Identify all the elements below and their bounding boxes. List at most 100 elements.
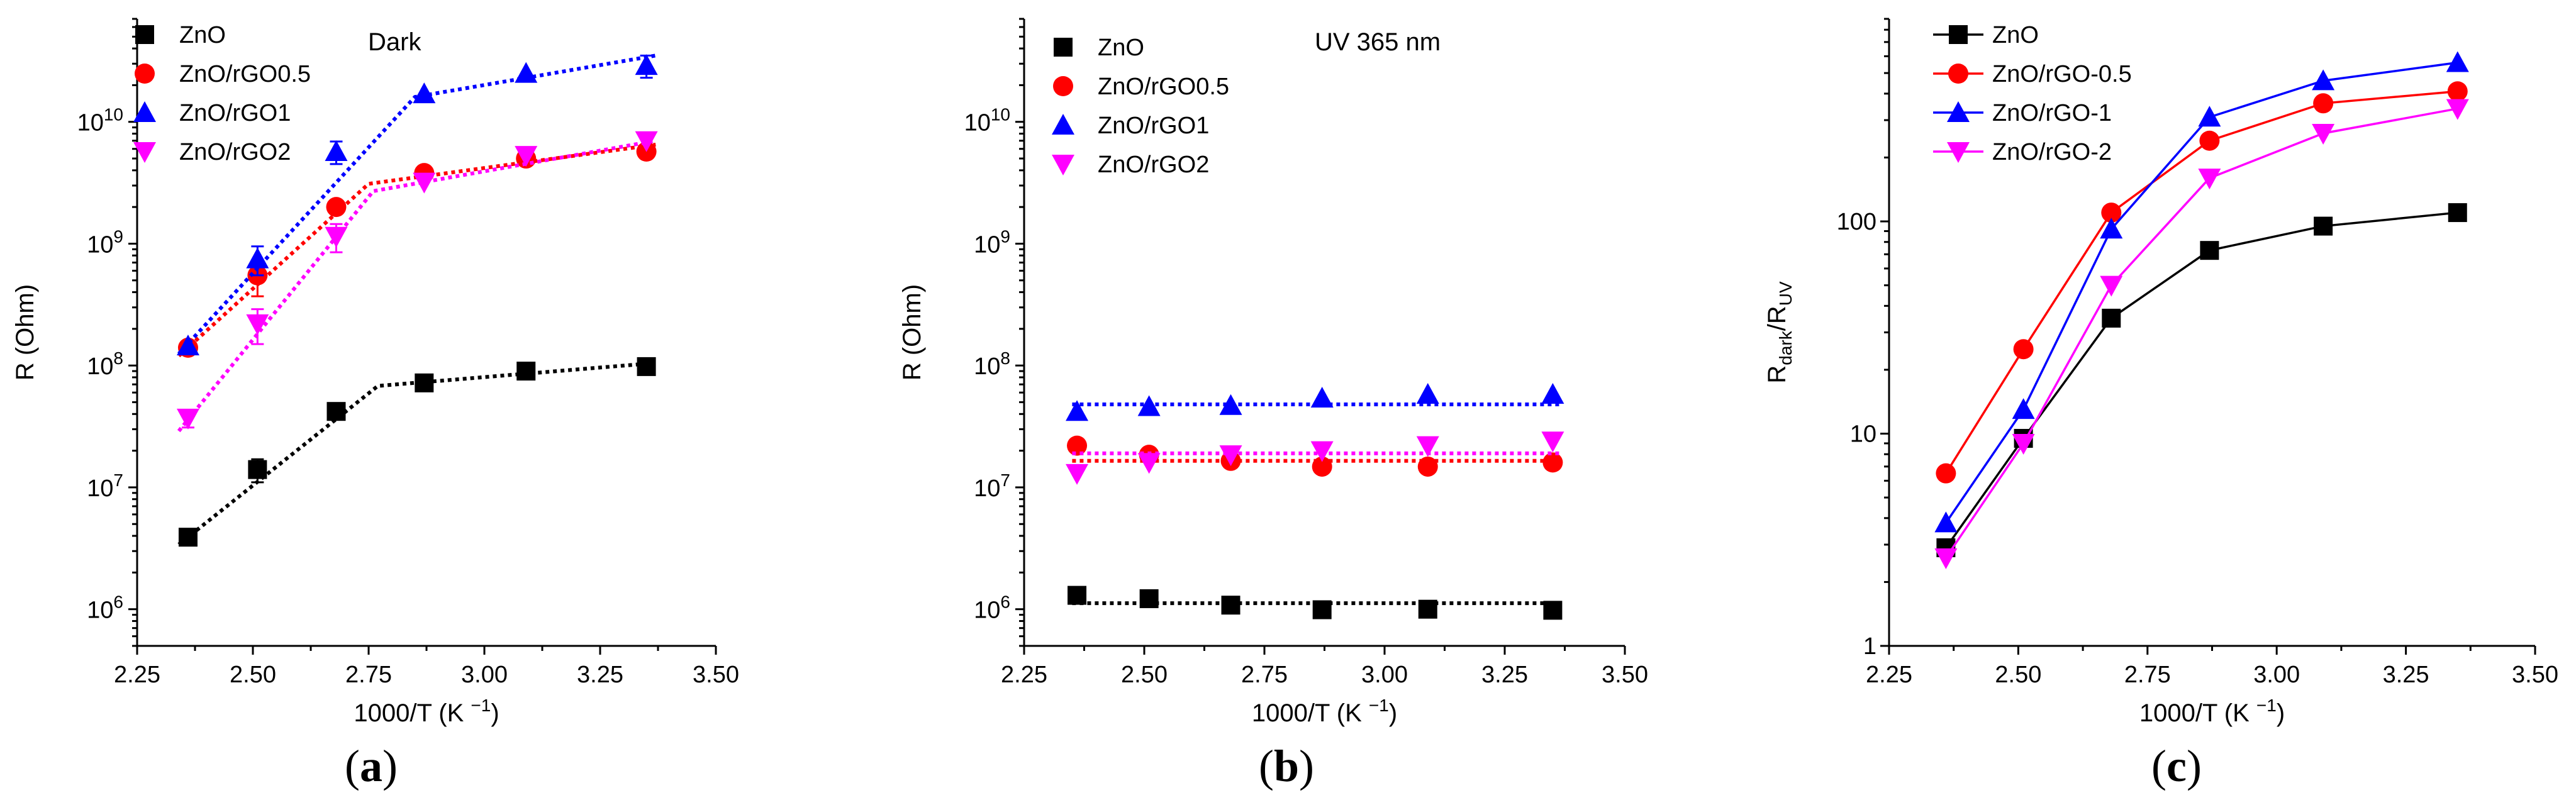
legend-marker bbox=[1052, 114, 1074, 135]
chart-panel-c: 2.25 2.50 2.75 3.00 3.25 3.50 1 10 100 1000/T (K … bbox=[1763, 18, 2558, 791]
data-point bbox=[415, 373, 434, 392]
panel-label: (a) bbox=[345, 741, 398, 791]
data-point bbox=[1221, 596, 1241, 615]
y-tick-label: 108 bbox=[87, 348, 123, 380]
y-tick-label: 106 bbox=[87, 592, 123, 624]
chart-annotation: UV 365 nm bbox=[1315, 28, 1441, 56]
data-point bbox=[1541, 431, 1564, 453]
y-tick-label: 100 bbox=[1837, 209, 1876, 235]
y-tick-label: 107 bbox=[87, 470, 123, 502]
x-tick-label: 3.25 bbox=[1481, 662, 1528, 688]
data-point bbox=[1312, 600, 1332, 619]
data-point bbox=[1139, 589, 1159, 608]
series-ZnO/rGO-0.5 bbox=[1936, 81, 2468, 484]
x-tick-label: 2.75 bbox=[1241, 662, 1288, 688]
y-tick-label: 10 bbox=[1850, 421, 1876, 448]
legend-marker bbox=[133, 142, 156, 163]
chart-panel-a: 2.25 2.50 2.75 3.00 3.25 3.50 106 107 108 109 1010… bbox=[11, 18, 739, 791]
data-point bbox=[2448, 203, 2467, 223]
data-point bbox=[2312, 123, 2335, 145]
series-ZnO bbox=[1936, 203, 2467, 557]
x-axis-label: 1000/T (K −1) bbox=[2139, 696, 2285, 727]
data-point bbox=[178, 528, 198, 547]
data-point bbox=[516, 362, 536, 381]
data-point bbox=[1312, 456, 1332, 477]
x-axis-label: 1000/T (K −1) bbox=[1252, 696, 1397, 727]
y-tick-label: 1 bbox=[1863, 633, 1876, 660]
legend-label: ZnO bbox=[1098, 35, 1144, 61]
legend-label: ZnO/rGO-1 bbox=[1992, 100, 2112, 126]
y-axis-label: R (Ohm) bbox=[898, 284, 926, 380]
data-point bbox=[2312, 69, 2335, 91]
series-ZnO bbox=[177, 357, 656, 547]
panel-label: (c) bbox=[2151, 741, 2202, 791]
legend-marker bbox=[135, 64, 155, 84]
y-tick-label: 1010 bbox=[77, 105, 123, 136]
legend-entry: ZnO/rGO-2 bbox=[1933, 139, 2112, 165]
legend-label: ZnO/rGO1 bbox=[1098, 113, 1209, 139]
legend-label: ZnO/rGO2 bbox=[179, 139, 291, 165]
legend-label: ZnO/rGO1 bbox=[179, 100, 291, 126]
data-point bbox=[2446, 99, 2469, 120]
data-point bbox=[2313, 93, 2334, 114]
series-line bbox=[1944, 61, 2458, 524]
legend-label: ZnO bbox=[179, 22, 226, 48]
series-ZnO/rGO2 bbox=[1066, 431, 1564, 485]
data-point bbox=[2198, 106, 2221, 127]
legend-marker bbox=[1052, 155, 1074, 175]
data-point bbox=[1219, 445, 1242, 467]
data-point bbox=[1219, 394, 1242, 415]
x-tick-label: 2.75 bbox=[2124, 662, 2171, 688]
x-tick-label: 2.75 bbox=[345, 662, 392, 688]
x-tick-label: 3.00 bbox=[1361, 662, 1408, 688]
data-point bbox=[1417, 456, 1438, 477]
data-point bbox=[246, 314, 269, 335]
series-ZnO/rGO-1 bbox=[1934, 51, 2469, 533]
data-point bbox=[1310, 441, 1334, 462]
legend-marker bbox=[1948, 64, 1968, 84]
data-point bbox=[326, 402, 346, 421]
chart-annotation: Dark bbox=[368, 28, 421, 56]
x-tick-label: 3.00 bbox=[461, 662, 508, 688]
data-point bbox=[2314, 216, 2333, 236]
data-point bbox=[1542, 452, 1563, 473]
data-point bbox=[635, 54, 658, 75]
legend-marker bbox=[1947, 101, 1970, 122]
y-tick-label: 108 bbox=[974, 348, 1010, 380]
data-point bbox=[1066, 464, 1089, 485]
legend-label: ZnO/rGO2 bbox=[1098, 152, 1209, 178]
legend-marker bbox=[1947, 142, 1970, 163]
data-point bbox=[2447, 81, 2468, 102]
x-tick-label: 2.50 bbox=[1995, 662, 2041, 688]
data-point bbox=[515, 146, 538, 167]
data-point bbox=[2013, 339, 2034, 360]
legend-marker bbox=[1054, 38, 1073, 57]
data-point bbox=[2012, 398, 2035, 419]
data-point bbox=[325, 226, 348, 248]
data-point bbox=[1137, 395, 1161, 416]
data-point bbox=[1543, 601, 1563, 620]
y-tick-label: 106 bbox=[974, 592, 1010, 624]
series-line bbox=[1944, 90, 2458, 474]
series-ZnO bbox=[1068, 586, 1563, 620]
data-point bbox=[1067, 435, 1088, 456]
legend-entry: ZnO/rGO-1 bbox=[1933, 100, 2112, 126]
x-tick-label: 2.50 bbox=[230, 662, 276, 688]
x-tick-label: 3.50 bbox=[1602, 662, 1648, 688]
y-axis-label: R (Ohm) bbox=[11, 284, 39, 380]
fit-line bbox=[177, 138, 656, 433]
data-point bbox=[413, 172, 436, 194]
data-point bbox=[1066, 400, 1089, 421]
legend-marker bbox=[135, 25, 154, 44]
x-tick-label: 3.25 bbox=[577, 662, 623, 688]
data-point bbox=[1934, 548, 1958, 569]
data-point bbox=[2100, 275, 2123, 297]
legend-entry: ZnO/rGO0.5 bbox=[135, 61, 311, 87]
data-point bbox=[176, 408, 199, 430]
fit-line bbox=[177, 143, 656, 358]
series-line bbox=[1944, 107, 2458, 558]
legend-label: ZnO/rGO0.5 bbox=[179, 61, 311, 87]
data-point bbox=[2198, 169, 2221, 190]
x-tick-label: 3.50 bbox=[693, 662, 739, 688]
